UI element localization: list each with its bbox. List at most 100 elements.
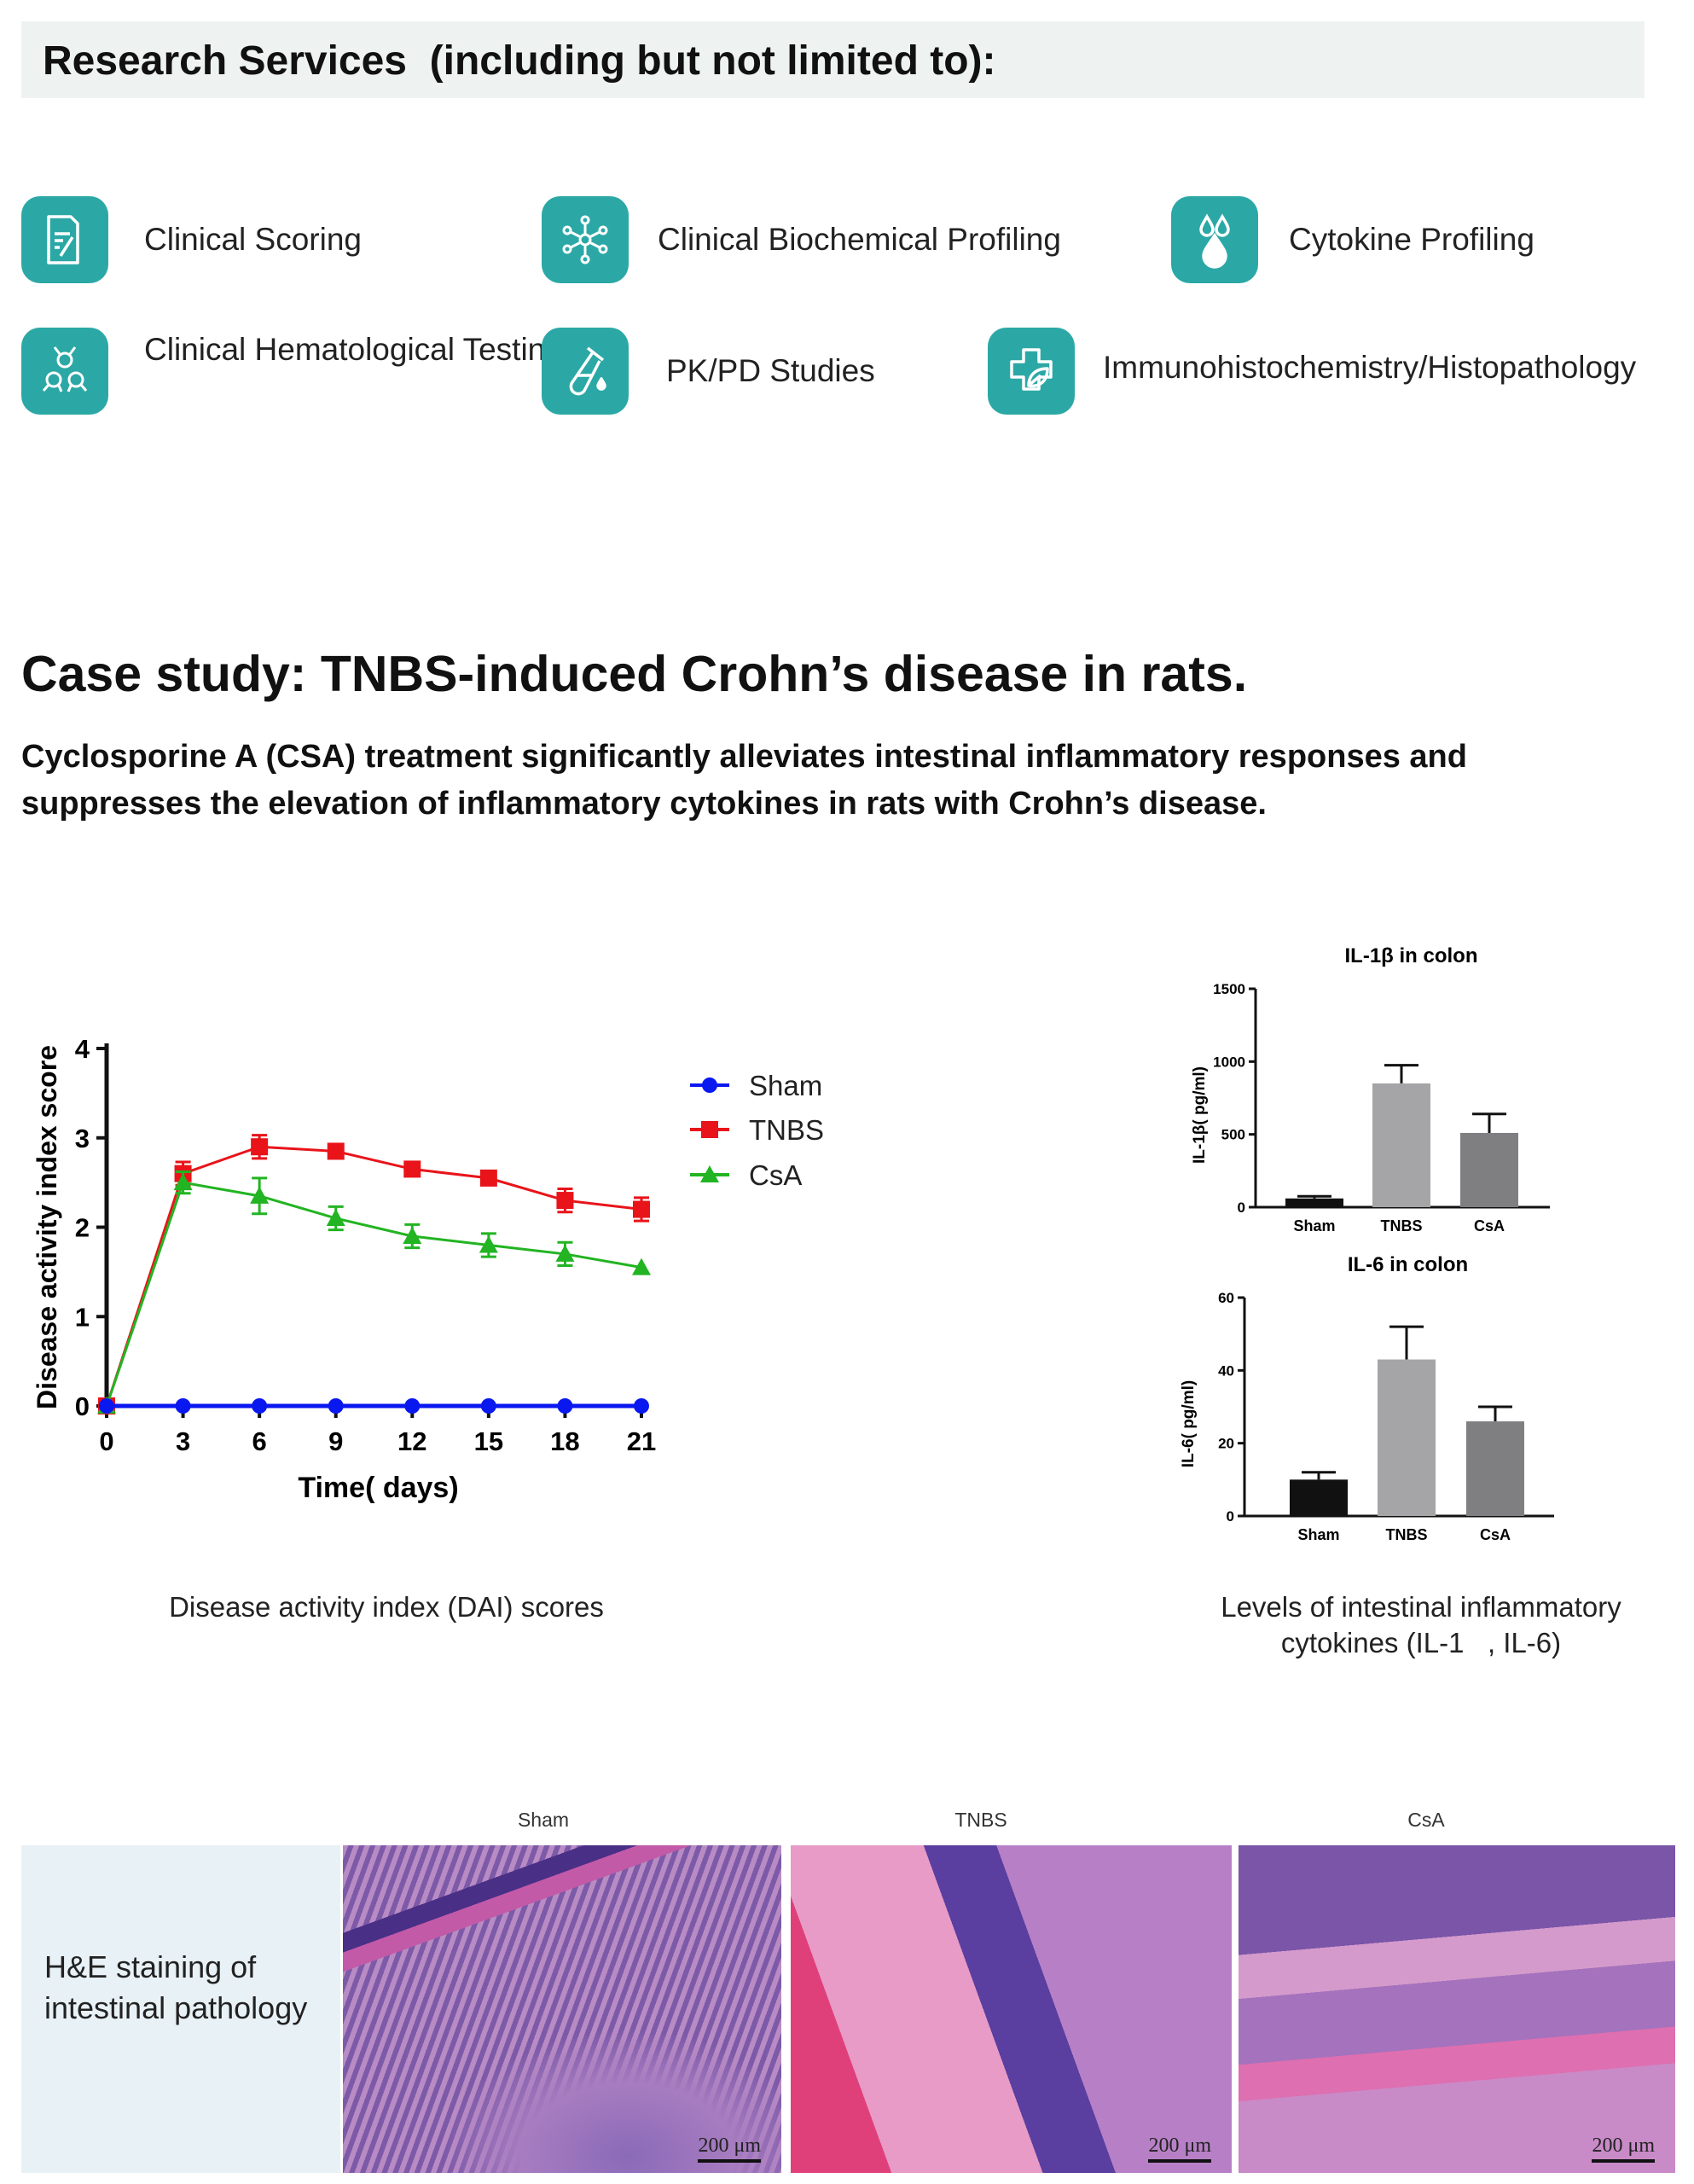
error-bar <box>1302 1471 1336 1480</box>
data-point-tnbs <box>479 1169 497 1187</box>
error-bar <box>480 1172 496 1184</box>
x-tick-label: CsA <box>1480 1526 1511 1543</box>
histology-label-tnbs: TNBS <box>954 1809 1007 1831</box>
histology-description-line1: H&E staining of <box>44 1949 257 1984</box>
y-tick-label: 1500 <box>1213 981 1245 997</box>
x-axis-label: Time( days) <box>298 1472 458 1504</box>
scale-bar-label: 200 μm <box>1148 2135 1211 2157</box>
x-tick-label: 0 <box>99 1426 113 1456</box>
data-point-sham <box>328 1398 344 1414</box>
legend-label: TNBS <box>749 1114 824 1146</box>
data-point-sham <box>99 1398 114 1414</box>
x-tick-label: Sham <box>1297 1526 1339 1543</box>
data-point-csa <box>479 1235 498 1253</box>
bar-tnbs <box>1378 1359 1436 1516</box>
x-tick-label: 12 <box>397 1426 426 1456</box>
service-label: Immunohistochemistry/Histopathology <box>1103 350 1637 385</box>
bar-sham <box>1290 1479 1348 1516</box>
data-point-csa <box>403 1226 422 1244</box>
x-tick-label: TNBS <box>1386 1526 1428 1543</box>
error-bar <box>1384 1064 1418 1083</box>
data-point-sham <box>252 1398 268 1414</box>
data-point-tnbs <box>403 1160 421 1178</box>
y-axis-label: IL-1β( pg/ml) <box>1191 1066 1209 1164</box>
leaf-cross-icon <box>988 328 1075 415</box>
error-bar <box>1472 1112 1506 1133</box>
data-point-tnbs <box>556 1192 574 1210</box>
data-point-csa <box>97 1397 116 1414</box>
section-title: Research Services (including but not lim… <box>43 38 996 84</box>
y-axis-label: IL-6( pg/ml) <box>1180 1380 1198 1467</box>
bar-csa <box>1466 1421 1524 1516</box>
section-header-band <box>21 21 1645 98</box>
data-point-sham <box>480 1398 496 1414</box>
error-bar <box>175 1160 191 1187</box>
x-tick-label: TNBS <box>1381 1217 1423 1234</box>
legend-label: Sham <box>749 1070 822 1101</box>
x-tick-label: 3 <box>176 1426 190 1456</box>
dai-caption: Disease activity index (DAI) scores <box>169 1591 604 1623</box>
error-bar <box>1297 1194 1331 1199</box>
scale-bar: 200 μm <box>1592 2135 1655 2163</box>
error-bar <box>328 1145 344 1158</box>
chart-title: IL-6 in colon <box>1348 1253 1468 1276</box>
y-tick-label: 3 <box>75 1124 90 1153</box>
histology-side-panel <box>21 1845 340 2173</box>
histology-description: H&E staining of intestinal pathology <box>44 1947 307 2029</box>
case-study-description: Cyclosporine A (CSA) treatment significa… <box>21 739 1467 822</box>
x-tick-label: 21 <box>627 1426 656 1456</box>
bar-tnbs <box>1372 1083 1430 1207</box>
data-point-sham <box>634 1398 649 1414</box>
error-bar <box>1478 1405 1512 1422</box>
y-tick-label: 2 <box>75 1213 90 1243</box>
bar-csa <box>1460 1132 1518 1207</box>
data-point-csa <box>173 1173 193 1191</box>
y-tick-label: 0 <box>1227 1508 1234 1525</box>
service-label: Clinical Biochemical Profiling <box>658 222 1061 257</box>
x-tick-label: Sham <box>1293 1217 1335 1234</box>
cytokine-caption-line2: cytokines (IL-1 , IL-6) <box>1280 1627 1562 1658</box>
scale-bar: 200 μm <box>698 2135 761 2163</box>
data-point-tnbs <box>98 1397 115 1414</box>
error-bar <box>557 1187 573 1214</box>
legend-label: CsA <box>749 1159 802 1191</box>
error-bar <box>252 1134 268 1160</box>
series-line-csa <box>105 1181 642 1407</box>
service-label: Clinical Scoring <box>144 222 362 257</box>
document-edit-icon <box>21 196 108 283</box>
data-point-csa <box>632 1258 651 1275</box>
x-tick-label: 6 <box>252 1426 267 1456</box>
y-axis-label: Disease activity index score <box>32 1045 62 1409</box>
x-tick-label: CsA <box>1474 1217 1505 1234</box>
data-point-tnbs <box>633 1200 650 1218</box>
histology-label-csa: CsA <box>1407 1809 1445 1831</box>
scale-bar: 200 μm <box>1148 2135 1211 2163</box>
data-point-sham <box>557 1398 573 1414</box>
error-bar <box>252 1176 268 1216</box>
y-tick-label: 40 <box>1218 1362 1234 1379</box>
service-label: Cytokine Profiling <box>1289 222 1534 257</box>
y-tick-label: 1000 <box>1213 1054 1245 1070</box>
legend-marker <box>701 1121 718 1138</box>
data-point-sham <box>175 1398 191 1414</box>
y-tick-label: 4 <box>75 1034 90 1064</box>
error-bar <box>404 1161 421 1177</box>
error-bar <box>480 1232 496 1258</box>
data-point-csa <box>555 1244 575 1262</box>
droplets-icon <box>1171 196 1258 283</box>
error-bar <box>328 1205 344 1232</box>
molecule-network-icon <box>542 196 629 283</box>
error-bar <box>404 1223 421 1250</box>
x-tick-label: 18 <box>550 1426 579 1456</box>
x-tick-label: 9 <box>328 1426 343 1456</box>
y-tick-label: 0 <box>75 1391 90 1421</box>
error-bar <box>175 1170 191 1195</box>
data-point-csa <box>250 1186 270 1204</box>
test-tube-icon <box>542 328 629 415</box>
case-study-title: Case study: TNBS-induced Crohn’s disease… <box>21 646 1248 702</box>
y-tick-label: 20 <box>1218 1436 1234 1452</box>
legend-marker <box>700 1165 719 1182</box>
cytokine-caption-line1: Levels of intestinal inflammatory <box>1221 1591 1621 1623</box>
data-point-sham <box>404 1398 421 1414</box>
histology-image-sham: 200 μm <box>343 1845 781 2173</box>
